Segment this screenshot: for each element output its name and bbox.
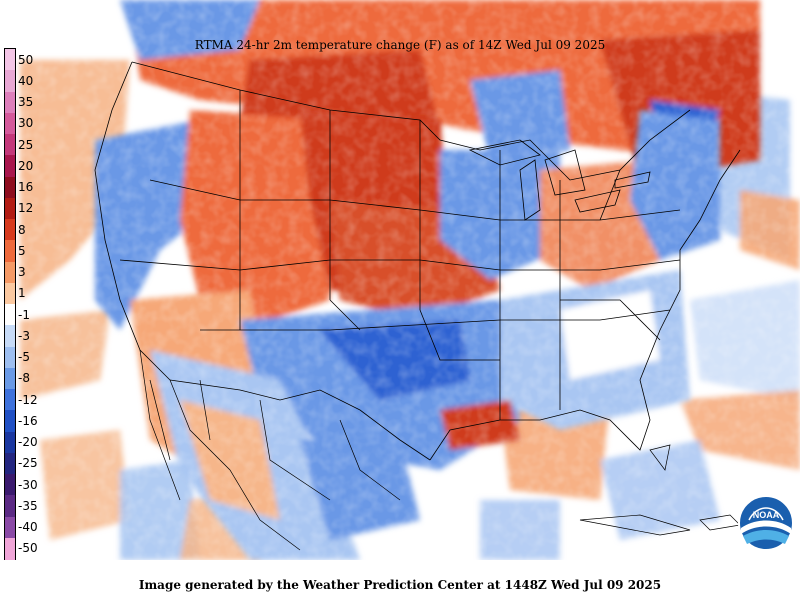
- legend-label: 20: [18, 158, 34, 173]
- legend-swatch: [5, 197, 15, 220]
- legend-label: 5: [18, 243, 26, 258]
- legend-swatch: [5, 70, 15, 92]
- legend-swatch: [5, 474, 15, 496]
- legend-label: -12: [18, 392, 38, 407]
- legend-swatch: [5, 516, 15, 539]
- mexico-boundaries: [139, 349, 401, 551]
- legend-swatch: [5, 346, 15, 369]
- legend-label: -40: [18, 520, 38, 535]
- legend-label: -50: [18, 541, 38, 556]
- temperature-change-map: [0, 0, 800, 560]
- legend-swatch: [5, 134, 15, 156]
- legend-swatch: [5, 537, 15, 560]
- legend-label: -5: [18, 350, 30, 365]
- legend-label: 3: [18, 265, 26, 280]
- legend-label: 1: [18, 286, 26, 301]
- legend-label: 8: [18, 222, 26, 237]
- noaa-logo-text: NOAA: [753, 510, 780, 520]
- legend-label: 16: [18, 180, 34, 195]
- footer-credit: Image generated by the Weather Predictio…: [138, 578, 662, 592]
- legend-swatch: [5, 240, 15, 262]
- legend-swatch: [5, 304, 15, 326]
- legend-swatch: [5, 452, 15, 475]
- legend-label: 30: [18, 116, 34, 131]
- legend-label: 40: [18, 73, 34, 88]
- state-boundaries: [94, 61, 741, 461]
- legend-swatch: [5, 367, 15, 390]
- texture-overlay: [0, 0, 800, 560]
- legend-swatch: [5, 176, 15, 199]
- legend-label: -35: [18, 498, 38, 513]
- legend-label: 50: [18, 52, 34, 67]
- legend-label: -1: [18, 307, 30, 322]
- legend-label: -8: [18, 371, 30, 386]
- legend-label: -25: [18, 456, 38, 471]
- legend-swatch: [5, 282, 15, 305]
- legend-label: -16: [18, 413, 38, 428]
- legend-label: 12: [18, 201, 34, 216]
- legend-swatch: [5, 49, 15, 71]
- legend-label: 25: [18, 137, 34, 152]
- legend-swatch: [5, 112, 15, 135]
- color-legend: 50 40 35 30 25 20 16 12 8 5 3 1 -1 -3 -5 -8 -12 -16 -20 -25…: [4, 48, 38, 560]
- legend-swatch: [5, 261, 15, 284]
- legend-label: -30: [18, 477, 38, 492]
- legend-swatch: [5, 325, 15, 347]
- noaa-logo-icon: NOAA: [738, 495, 794, 551]
- legend-swatch: [5, 91, 15, 114]
- legend-label: 35: [18, 95, 34, 110]
- legend-swatch: [5, 431, 15, 454]
- legend-swatch: [5, 495, 15, 517]
- legend-swatch: [5, 155, 15, 177]
- legend-label: -3: [18, 328, 30, 343]
- map-title: RTMA 24-hr 2m temperature change (F) as …: [194, 38, 606, 52]
- legend-swatch: [5, 389, 15, 411]
- legend-label: -20: [18, 435, 38, 450]
- legend-swatch: [5, 219, 15, 241]
- legend-swatch: [5, 410, 15, 432]
- great-lakes: [468, 139, 651, 221]
